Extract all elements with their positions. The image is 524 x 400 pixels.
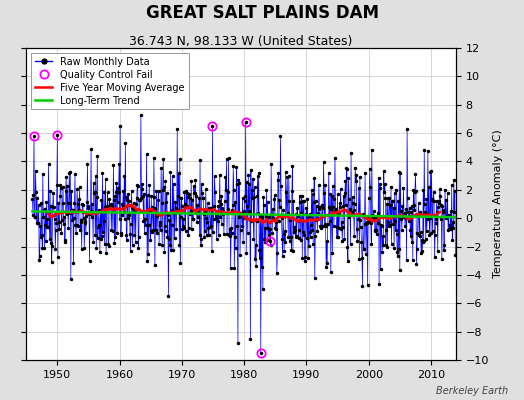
Text: GREAT SALT PLAINS DAM: GREAT SALT PLAINS DAM [146, 4, 378, 22]
Title: 36.743 N, 98.133 W (United States): 36.743 N, 98.133 W (United States) [129, 35, 353, 48]
Legend: Raw Monthly Data, Quality Control Fail, Five Year Moving Average, Long-Term Tren: Raw Monthly Data, Quality Control Fail, … [31, 53, 189, 109]
Text: Berkeley Earth: Berkeley Earth [436, 386, 508, 396]
Y-axis label: Temperature Anomaly (°C): Temperature Anomaly (°C) [493, 130, 503, 278]
